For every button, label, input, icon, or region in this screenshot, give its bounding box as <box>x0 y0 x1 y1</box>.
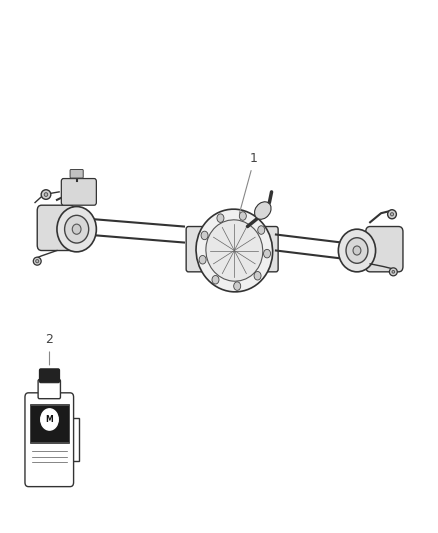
FancyBboxPatch shape <box>70 169 83 178</box>
Circle shape <box>254 271 261 280</box>
FancyBboxPatch shape <box>37 205 74 251</box>
FancyBboxPatch shape <box>30 404 69 443</box>
Ellipse shape <box>36 260 39 263</box>
Ellipse shape <box>64 215 88 243</box>
Circle shape <box>217 214 224 222</box>
FancyBboxPatch shape <box>38 379 60 399</box>
Circle shape <box>201 231 208 240</box>
Ellipse shape <box>196 209 272 292</box>
Ellipse shape <box>41 190 51 199</box>
Text: M: M <box>46 415 53 424</box>
FancyBboxPatch shape <box>25 393 74 487</box>
Ellipse shape <box>390 213 393 216</box>
Text: 1: 1 <box>250 152 258 165</box>
FancyBboxPatch shape <box>39 369 60 383</box>
Polygon shape <box>70 418 79 461</box>
Ellipse shape <box>72 224 81 235</box>
Ellipse shape <box>389 268 397 276</box>
FancyBboxPatch shape <box>61 179 96 205</box>
Circle shape <box>212 276 219 284</box>
Text: 2: 2 <box>46 334 53 346</box>
Ellipse shape <box>346 238 368 263</box>
Ellipse shape <box>338 229 375 272</box>
Ellipse shape <box>206 220 263 281</box>
Ellipse shape <box>392 271 395 273</box>
Ellipse shape <box>44 192 48 197</box>
Ellipse shape <box>254 202 271 219</box>
Ellipse shape <box>388 209 396 219</box>
FancyBboxPatch shape <box>366 227 403 272</box>
Circle shape <box>234 282 241 290</box>
FancyBboxPatch shape <box>186 227 278 272</box>
Circle shape <box>199 255 206 264</box>
Ellipse shape <box>33 257 41 265</box>
Circle shape <box>258 226 265 235</box>
Circle shape <box>239 212 246 220</box>
Circle shape <box>41 409 58 430</box>
Ellipse shape <box>353 246 361 255</box>
Circle shape <box>264 249 271 258</box>
Ellipse shape <box>57 207 96 252</box>
